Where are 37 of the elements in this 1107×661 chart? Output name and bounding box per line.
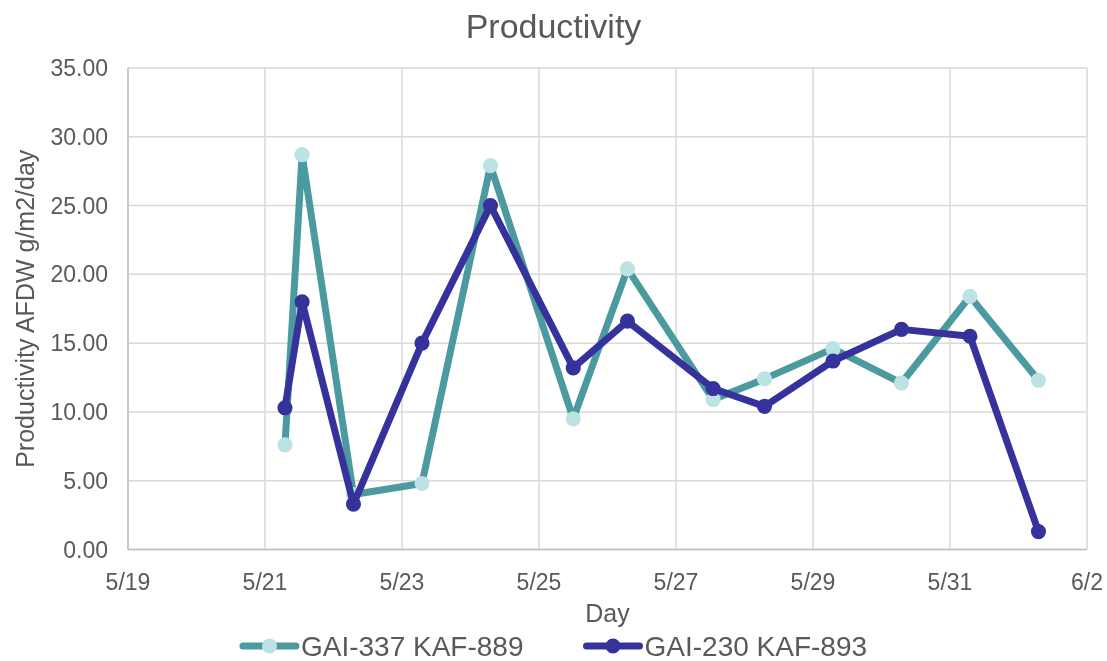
point — [962, 288, 978, 304]
x-tick-label: 6/2 — [1071, 569, 1103, 595]
x-tick-label: 5/25 — [516, 569, 562, 595]
x-tick-label: 5/23 — [379, 569, 425, 595]
y-tick-label: 10.00 — [50, 398, 108, 425]
point — [962, 328, 978, 344]
y-tick-label: 0.00 — [63, 536, 108, 563]
legend-label: GAI-337 KAF-889 — [300, 631, 524, 661]
y-tick-label: 30.00 — [50, 123, 108, 150]
point — [1030, 524, 1047, 540]
point — [414, 335, 430, 351]
point — [825, 353, 841, 369]
point — [756, 371, 773, 387]
x-tick-label: 5/21 — [242, 569, 288, 595]
y-tick-label: 25.00 — [50, 192, 108, 219]
x-tick-label: 5/29 — [790, 569, 836, 595]
point — [893, 321, 910, 337]
x-axis-title: Day — [585, 599, 631, 627]
chart-title: Productivity — [465, 7, 642, 45]
point — [345, 496, 362, 512]
point — [619, 313, 636, 329]
x-tick-label: 5/31 — [927, 569, 973, 595]
point — [482, 158, 499, 174]
point — [482, 198, 499, 214]
x-tick-label: 5/27 — [653, 569, 699, 595]
point — [414, 475, 430, 492]
y-tick-label: 15.00 — [50, 330, 108, 357]
y-tick-label: 35.00 — [50, 55, 108, 81]
y-axis-title: Productivity AFDW g/m2/day — [11, 149, 39, 468]
point — [756, 398, 773, 414]
point — [619, 261, 636, 277]
y-tick-label: 5.00 — [63, 467, 108, 494]
point — [1030, 372, 1047, 388]
x-tick-label: 5/19 — [105, 569, 151, 595]
y-tick-label: 20.00 — [50, 261, 108, 288]
point — [893, 375, 910, 391]
legend-label: GAI-230 KAF-893 — [644, 631, 868, 661]
